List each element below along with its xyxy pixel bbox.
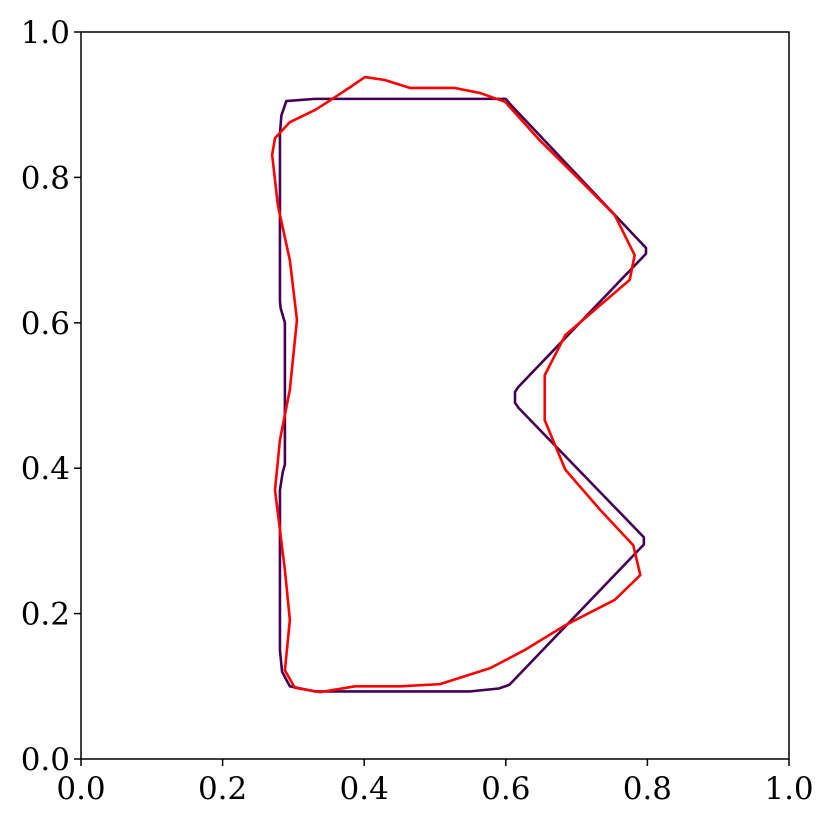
x-tick-label: 0.4: [340, 771, 389, 807]
plot-frame: [80, 31, 790, 760]
x-tick-label: 0.0: [56, 771, 105, 807]
y-tick-label: 1.0: [21, 15, 70, 51]
x-tick-label: 0.6: [481, 771, 530, 807]
y-tick-label: 0.2: [21, 597, 70, 633]
y-tick-label: 0.6: [21, 306, 70, 342]
curve: [270, 75, 642, 694]
curve: [278, 97, 648, 693]
x-tick-label: 0.2: [198, 771, 247, 807]
x-tick-label: 0.8: [623, 771, 672, 807]
y-tick-label: 0.8: [21, 160, 70, 196]
y-tick-label: 0.4: [21, 451, 70, 487]
y-tick-label: 0.0: [21, 742, 70, 778]
x-tick-label: 1.0: [764, 771, 813, 807]
